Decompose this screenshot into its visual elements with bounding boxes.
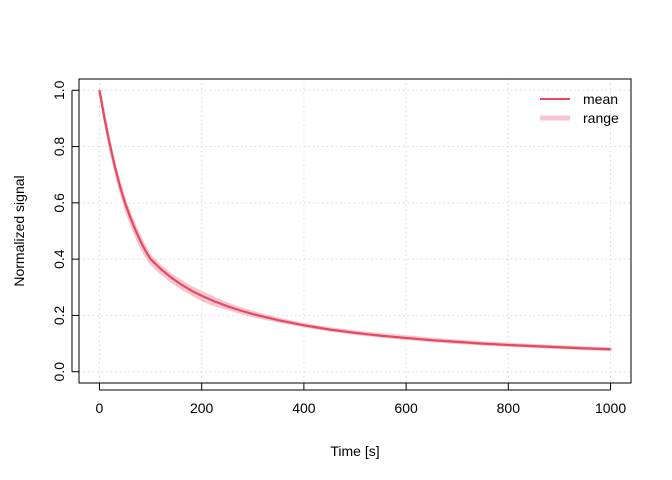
legend: mean range [540, 91, 619, 126]
gridlines [79, 79, 631, 383]
x-axis-label: Time [s] [330, 443, 379, 459]
y-axis-label: Normalized signal [11, 175, 27, 286]
x-tick-label: 400 [292, 400, 316, 416]
range-band [98, 89, 612, 352]
legend-mean-label: mean [583, 91, 618, 107]
x-tick-label: 200 [190, 400, 214, 416]
legend-range-label: range [583, 110, 619, 126]
y-tick-label: 1.0 [51, 80, 67, 100]
plot-frame [78, 78, 632, 384]
x-tick-label: 1000 [595, 400, 626, 416]
y-tick-label: 0.2 [51, 306, 67, 326]
x-tick-label: 800 [497, 400, 521, 416]
x-tick-label: 600 [394, 400, 418, 416]
y-axis: 0.0 0.2 0.4 0.6 0.8 1.0 [51, 80, 79, 381]
x-tick-label: 0 [96, 400, 104, 416]
y-tick-label: 0.0 [51, 362, 67, 382]
mean-line [98, 90, 611, 351]
mean-line-group [98, 90, 611, 351]
range-band-group [98, 89, 612, 352]
x-axis: 0 200 400 600 800 1000 [96, 383, 626, 416]
y-tick-label: 0.6 [51, 193, 67, 213]
y-tick-label: 0.8 [51, 137, 67, 157]
y-tick-label: 0.4 [51, 249, 67, 269]
